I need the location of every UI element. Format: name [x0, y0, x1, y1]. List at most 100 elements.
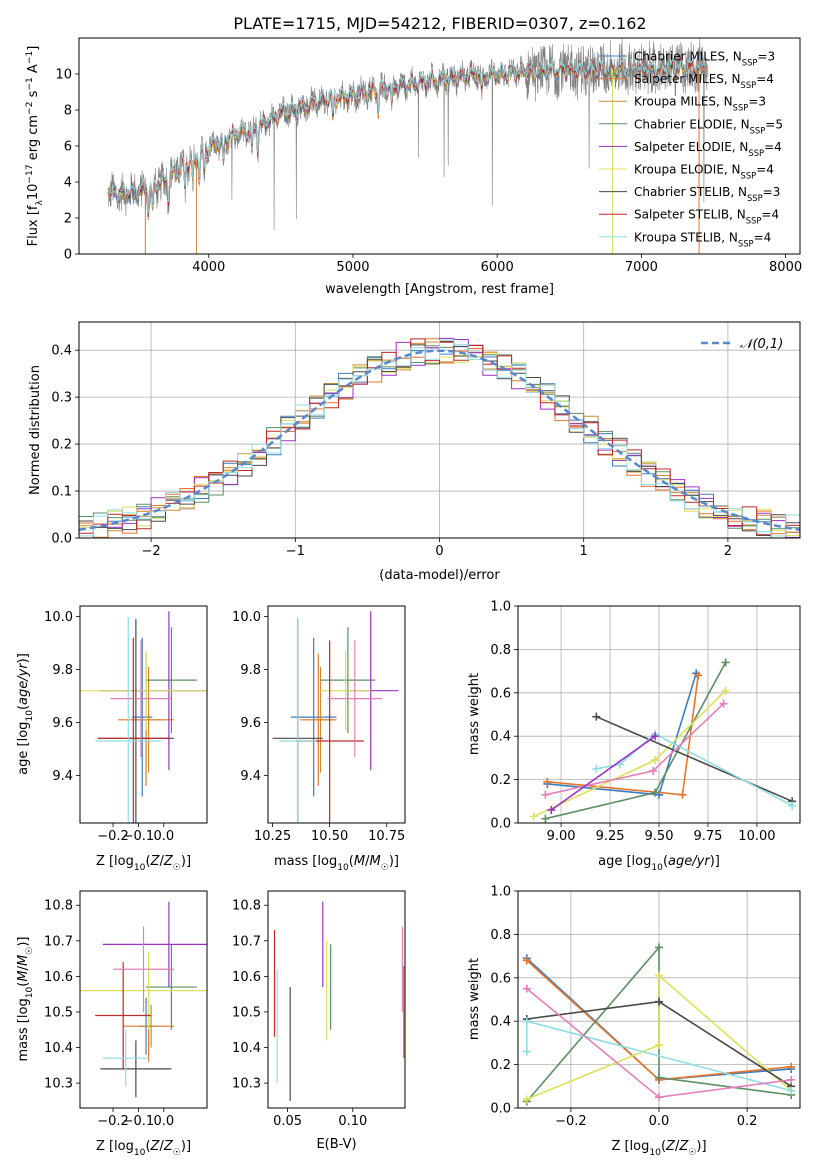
y-tick-label: 4 — [64, 176, 72, 191]
y-tick-label: 0.4 — [490, 730, 511, 745]
y-tick-label: 0.4 — [51, 344, 72, 359]
weight-marker-k_stelib — [592, 764, 601, 773]
weight-line-k_elodie — [526, 973, 792, 1101]
weight-marker-s_miles — [678, 790, 687, 799]
weight-marker-k_elodie — [655, 971, 663, 980]
x-tick-label: −0.2 — [97, 829, 129, 844]
x-tick-label: −2 — [142, 544, 161, 559]
x-tick-label: −1 — [286, 544, 305, 559]
y-tick-label: 0.6 — [490, 686, 511, 701]
weight-marker-c_stelib — [655, 997, 663, 1006]
y-tick-label: 10.0 — [44, 610, 73, 625]
y-tick-label: 0.1 — [51, 485, 72, 500]
x-tick-label: 10.25 — [254, 829, 291, 844]
model-line-c_stelib — [107, 56, 709, 218]
y-tick-label: 0.8 — [490, 928, 511, 943]
weight-line-s_elodie — [550, 735, 656, 811]
legend-label-k_miles: Kroupa MILES, NSSP=3 — [634, 95, 766, 113]
weight-marker-k_elodie — [721, 686, 730, 695]
weight-marker-s_elodie — [651, 732, 660, 741]
y-tick-label: 9.6 — [52, 716, 73, 731]
x-tick-label: −0.1 — [123, 1114, 155, 1129]
weight-marker-c_elodie — [651, 788, 660, 797]
x-tick-label: −0.2 — [97, 1114, 129, 1129]
legend-label-c_miles: Chabrier MILES, NSSP=3 — [634, 50, 775, 68]
weight-marker-k_stelib — [522, 1017, 531, 1026]
weight-marker-s_miles — [522, 956, 531, 965]
x-tick-label: 9.25 — [596, 829, 625, 844]
y-tick-label: 10.6 — [44, 970, 73, 985]
x-tick-label: 10.00 — [738, 829, 775, 844]
weight-line-pink — [545, 703, 725, 796]
weight-marker-k_elodie — [651, 756, 660, 765]
panel-spectrum: 4000 5000 6000 7000 8000 0 2 4 6 8 10 wavelength [A… — [25, 37, 802, 297]
x-axis-label: wavelength [Angstrom, rest frame] — [325, 282, 554, 297]
y-tick-label: 0 — [64, 248, 72, 263]
y-axis-label: mass weight — [467, 673, 482, 755]
x-tick-label: 10.50 — [311, 829, 348, 844]
y-tick-label: 0.0 — [490, 1102, 511, 1117]
weight-line-c_miles — [547, 673, 697, 796]
x-axis-label: age [log10(age/yr)] — [598, 854, 720, 873]
weight-marker-c_elodie — [655, 943, 663, 952]
x-tick-label: 8000 — [769, 260, 802, 275]
y-tick-label: 1.0 — [490, 600, 511, 615]
x-tick-label: 0.10 — [338, 1114, 367, 1129]
figure-title: PLATE=1715, MJD=54212, FIBERID=0307, z=0… — [233, 14, 646, 33]
weight-marker-s_elodie — [547, 805, 556, 814]
model-line-c_elodie — [107, 58, 709, 217]
model-line-s_miles — [107, 59, 709, 221]
weight-marker-k_elodie — [655, 1041, 663, 1050]
x-axis-label: Z [log10(Z/Z☉)] — [611, 1139, 706, 1158]
weight-marker-s_miles — [694, 671, 703, 680]
x-tick-label: 9.00 — [547, 829, 576, 844]
legend: Chabrier MILES, NSSP=3 Salpeter MILES, NS… — [599, 50, 783, 248]
plot-area — [273, 901, 405, 1101]
y-tick-label: 10.4 — [232, 1041, 261, 1056]
x-axis-label: (data-model)/error — [379, 568, 500, 583]
y-tick-label: 0.2 — [490, 773, 511, 788]
weight-marker-pink — [522, 984, 531, 993]
x-tick-label: 1 — [580, 544, 588, 559]
y-tick-label: 9.8 — [52, 663, 73, 678]
weight-marker-c_elodie — [655, 1073, 663, 1082]
x-tick-label: 5000 — [336, 260, 369, 275]
panel-mass-vs-EBV: 0.05 0.10 10.3 10.4 10.5 10.6 10.7 10.8 E(B-V) — [232, 890, 406, 1152]
x-tick-label: −0.2 — [555, 1114, 587, 1129]
y-tick-label: 10.3 — [232, 1077, 261, 1092]
y-tick-label: 2 — [64, 212, 72, 227]
x-tick-label: 0.2 — [737, 1114, 758, 1129]
plot-area — [79, 337, 800, 538]
legend-label-normal: 𝒩(0,1) — [740, 337, 783, 352]
y-tick-label: 8 — [64, 104, 72, 119]
x-axis-label: E(B-V) — [316, 1137, 356, 1152]
plot-area — [80, 611, 207, 823]
y-axis-label: Normed distribution — [28, 365, 43, 495]
axes-frame — [79, 605, 208, 824]
y-tick-label: 0.8 — [490, 643, 511, 658]
x-tick-label: 0.0 — [153, 1114, 174, 1129]
y-tick-label: 10.8 — [232, 899, 261, 914]
panel-weight-vs-age: 9.00 9.25 9.50 9.75 10.00 0.0 0.2 0.4 0.6 0.8 1.0 a… — [467, 600, 801, 873]
weight-marker-c_stelib — [592, 712, 601, 721]
y-tick-label: 10.5 — [232, 1005, 261, 1020]
y-tick-label: 10.6 — [232, 970, 261, 985]
legend-label-s_miles: Salpeter MILES, NSSP=4 — [634, 72, 774, 90]
weight-marker-pink — [787, 1075, 796, 1084]
legend-label-k_elodie: Kroupa ELODIE, NSSP=4 — [634, 163, 774, 181]
plot-area — [529, 658, 797, 823]
weight-marker-s_miles — [543, 777, 552, 786]
y-axis-label: mass [log10(M/M☉)] — [16, 937, 35, 1062]
y-tick-label: 9.8 — [240, 663, 261, 678]
weight-marker-k_stelib — [788, 801, 797, 810]
y-tick-label: 0.2 — [51, 438, 72, 453]
y-tick-label: 9.6 — [240, 716, 261, 731]
y-tick-label: 10.7 — [232, 934, 261, 949]
weight-marker-k_elodie — [529, 812, 538, 821]
plot-area — [80, 901, 207, 1098]
weight-marker-pink — [655, 1093, 663, 1102]
panel-age-vs-Z: −0.2−0.1 0.0 9.4 9.6 9.8 10.0 Z [log10(Z/Z☉)] a… — [16, 605, 208, 873]
panel-weight-vs-Z: −0.2 0.0 0.2 0.0 0.2 0.4 0.6 0.8 1.0 Z [log10(Z/Z… — [467, 885, 801, 1158]
legend-label-s_elodie: Salpeter ELODIE, NSSP=4 — [634, 140, 782, 158]
